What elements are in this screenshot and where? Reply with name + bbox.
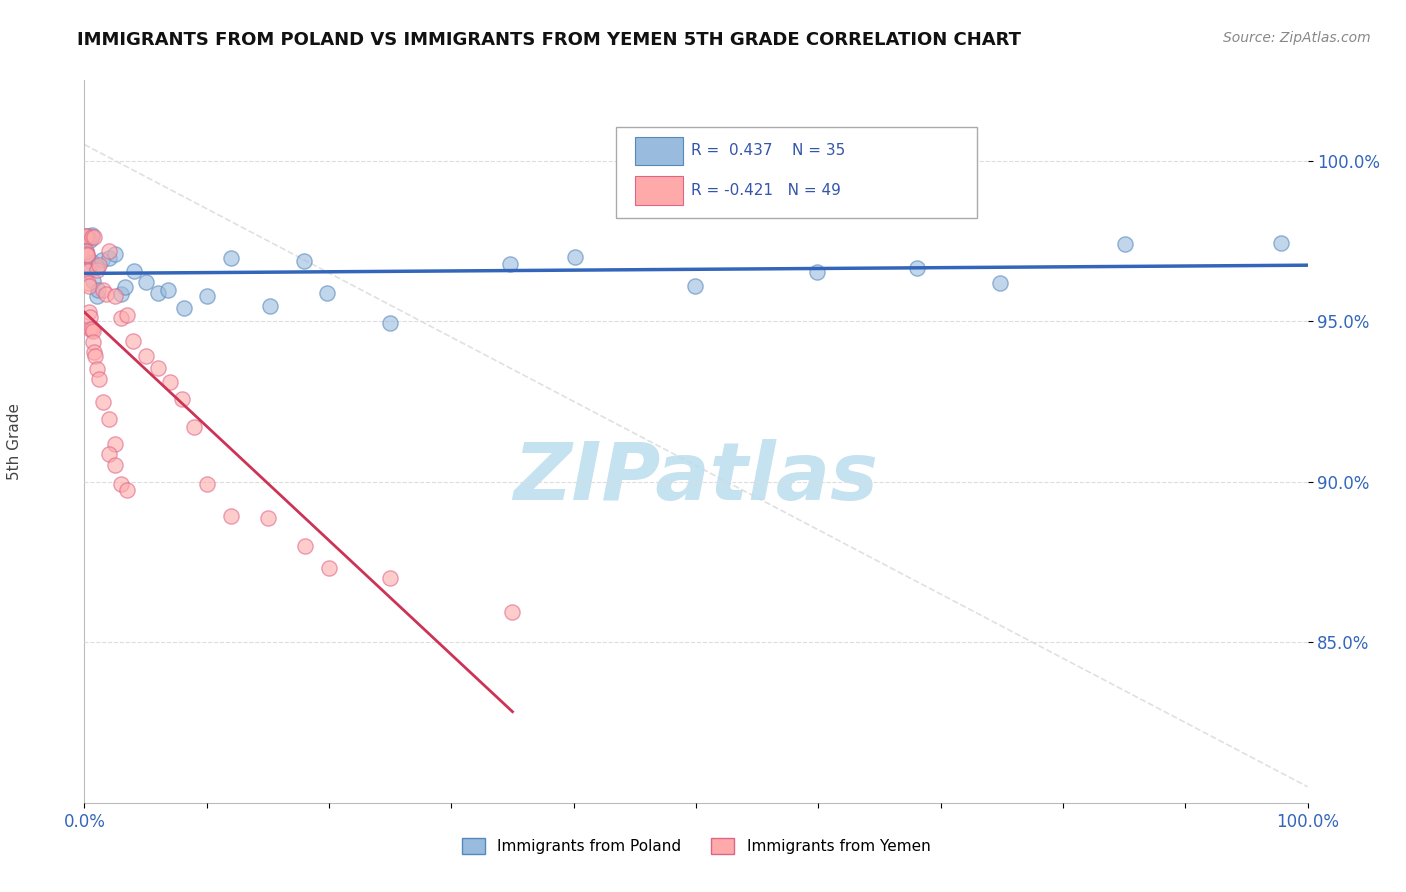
Immigrants from Yemen bbox=[82, 324, 104, 338]
Immigrants from Yemen bbox=[80, 230, 103, 244]
Immigrants from Poland bbox=[195, 289, 218, 303]
Immigrants from Yemen bbox=[257, 511, 280, 525]
Immigrants from Yemen bbox=[104, 458, 127, 472]
Immigrants from Yemen bbox=[87, 372, 110, 386]
Immigrants from Yemen bbox=[76, 247, 98, 261]
Immigrants from Yemen bbox=[91, 283, 114, 297]
Immigrants from Poland bbox=[87, 283, 110, 297]
Immigrants from Poland bbox=[98, 251, 121, 265]
Immigrants from Yemen bbox=[75, 229, 97, 244]
Legend: Immigrants from Poland, Immigrants from Yemen: Immigrants from Poland, Immigrants from … bbox=[456, 832, 936, 860]
Immigrants from Poland bbox=[75, 245, 97, 260]
Immigrants from Yemen bbox=[80, 322, 103, 336]
Immigrants from Yemen bbox=[115, 483, 138, 498]
Immigrants from Yemen bbox=[183, 420, 205, 434]
Immigrants from Poland bbox=[685, 279, 707, 293]
Immigrants from Yemen bbox=[172, 392, 194, 406]
Immigrants from Yemen bbox=[84, 349, 107, 363]
Immigrants from Yemen bbox=[96, 286, 118, 301]
Immigrants from Yemen bbox=[86, 362, 108, 376]
Immigrants from Poland bbox=[79, 260, 101, 274]
Immigrants from Yemen bbox=[79, 310, 101, 324]
Immigrants from Yemen bbox=[135, 349, 157, 363]
Immigrants from Yemen bbox=[75, 228, 97, 243]
Immigrants from Yemen bbox=[77, 277, 100, 291]
Immigrants from Poland bbox=[104, 247, 127, 261]
Immigrants from Poland bbox=[114, 279, 136, 293]
Immigrants from Yemen bbox=[110, 476, 132, 491]
Immigrants from Poland bbox=[806, 265, 828, 279]
Y-axis label: 5th Grade: 5th Grade bbox=[7, 403, 22, 480]
Text: ZIPatlas: ZIPatlas bbox=[513, 439, 879, 516]
Immigrants from Yemen bbox=[159, 375, 181, 389]
Immigrants from Yemen bbox=[83, 345, 105, 359]
Immigrants from Yemen bbox=[91, 395, 114, 409]
Immigrants from Yemen bbox=[76, 248, 98, 262]
Immigrants from Poland bbox=[907, 261, 929, 276]
Immigrants from Poland bbox=[80, 228, 103, 243]
Text: IMMIGRANTS FROM POLAND VS IMMIGRANTS FROM YEMEN 5TH GRADE CORRELATION CHART: IMMIGRANTS FROM POLAND VS IMMIGRANTS FRO… bbox=[77, 31, 1021, 49]
Immigrants from Poland bbox=[91, 252, 114, 267]
Immigrants from Yemen bbox=[77, 305, 100, 319]
Immigrants from Yemen bbox=[110, 310, 132, 325]
Text: Source: ZipAtlas.com: Source: ZipAtlas.com bbox=[1223, 31, 1371, 45]
Immigrants from Yemen bbox=[146, 360, 169, 375]
FancyBboxPatch shape bbox=[636, 177, 682, 204]
Immigrants from Poland bbox=[86, 289, 108, 303]
Immigrants from Yemen bbox=[219, 509, 242, 524]
Immigrants from Poland bbox=[499, 257, 522, 271]
Immigrants from Poland bbox=[135, 275, 157, 289]
Immigrants from Poland bbox=[76, 230, 98, 244]
Immigrants from Poland bbox=[988, 276, 1011, 290]
Immigrants from Poland bbox=[1270, 235, 1292, 250]
Immigrants from Yemen bbox=[77, 279, 100, 293]
Immigrants from Poland bbox=[146, 285, 169, 300]
FancyBboxPatch shape bbox=[616, 128, 977, 218]
Immigrants from Yemen bbox=[115, 309, 138, 323]
Immigrants from Yemen bbox=[75, 244, 97, 258]
Immigrants from Poland bbox=[157, 283, 180, 297]
Immigrants from Poland bbox=[1114, 236, 1136, 251]
Immigrants from Yemen bbox=[122, 334, 145, 348]
FancyBboxPatch shape bbox=[636, 136, 682, 165]
Immigrants from Yemen bbox=[104, 289, 127, 303]
Immigrants from Poland bbox=[173, 301, 195, 315]
Immigrants from Yemen bbox=[97, 448, 120, 462]
Immigrants from Yemen bbox=[195, 476, 218, 491]
Immigrants from Yemen bbox=[318, 561, 340, 575]
Immigrants from Yemen bbox=[77, 263, 100, 277]
Immigrants from Yemen bbox=[502, 605, 524, 619]
Immigrants from Yemen bbox=[79, 322, 101, 336]
Immigrants from Poland bbox=[77, 229, 100, 244]
Immigrants from Poland bbox=[82, 274, 104, 288]
Immigrants from Yemen bbox=[82, 334, 104, 349]
Immigrants from Yemen bbox=[87, 258, 110, 272]
Immigrants from Yemen bbox=[380, 571, 402, 585]
Immigrants from Yemen bbox=[294, 540, 316, 554]
Immigrants from Poland bbox=[122, 263, 145, 277]
Immigrants from Yemen bbox=[97, 412, 120, 426]
Immigrants from Yemen bbox=[83, 229, 105, 244]
Immigrants from Yemen bbox=[104, 437, 127, 451]
Immigrants from Poland bbox=[564, 250, 586, 264]
Immigrants from Yemen bbox=[76, 262, 98, 277]
Immigrants from Yemen bbox=[97, 244, 120, 259]
Immigrants from Poland bbox=[259, 299, 281, 313]
Immigrants from Poland bbox=[79, 233, 101, 247]
Immigrants from Poland bbox=[316, 285, 339, 300]
Immigrants from Poland bbox=[110, 287, 132, 301]
Immigrants from Poland bbox=[378, 317, 401, 331]
Immigrants from Poland bbox=[80, 254, 103, 268]
Immigrants from Poland bbox=[86, 260, 108, 274]
Immigrants from Poland bbox=[219, 252, 242, 266]
Immigrants from Yemen bbox=[86, 262, 108, 277]
Immigrants from Poland bbox=[294, 254, 316, 268]
Text: R = -0.421   N = 49: R = -0.421 N = 49 bbox=[692, 183, 841, 198]
Text: R =  0.437    N = 35: R = 0.437 N = 35 bbox=[692, 143, 845, 158]
